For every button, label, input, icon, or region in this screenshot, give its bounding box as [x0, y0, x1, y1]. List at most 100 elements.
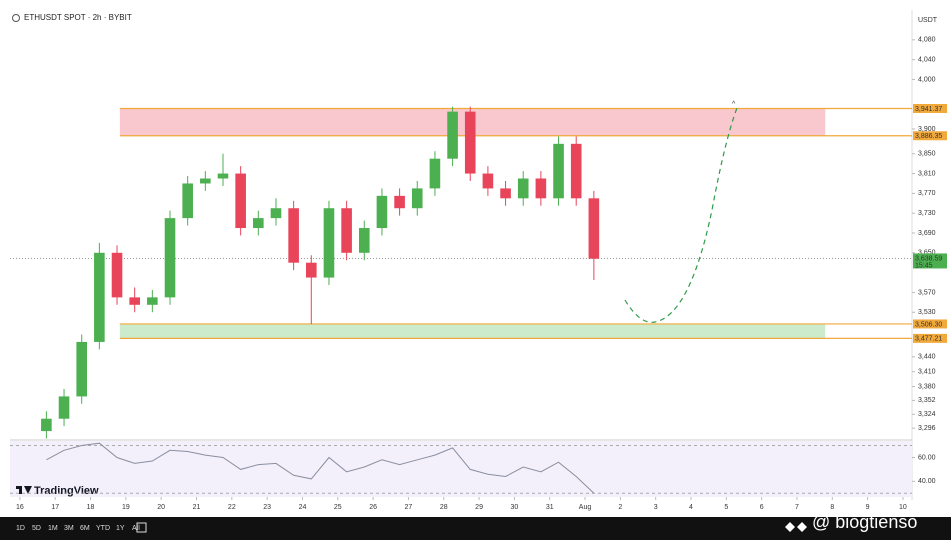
y-tick-label: 3,380	[918, 383, 936, 390]
level-label: 3,886.35	[915, 133, 942, 140]
y-tick-label: 4,080	[918, 37, 936, 44]
x-tick-label: 20	[157, 504, 165, 511]
logo: TradingView	[34, 485, 99, 497]
candle-body	[553, 143, 564, 199]
y-tick-label: 3,352	[918, 397, 936, 404]
candle-body	[358, 228, 370, 253]
candle-body	[500, 188, 511, 199]
x-tick-label: 29	[475, 504, 483, 511]
y-tick-label: 3,324	[918, 411, 936, 418]
candle-body	[323, 208, 335, 278]
candle-body	[588, 198, 600, 259]
x-tick-label: 5	[724, 504, 728, 511]
x-tick-label: 21	[193, 504, 201, 511]
x-tick-label: 26	[369, 504, 377, 511]
y-tick-label: 3,570	[918, 289, 936, 296]
x-tick-label: 2	[618, 504, 622, 511]
y-tick-label: 3,900	[918, 126, 936, 133]
logo-icon	[16, 486, 32, 494]
symbol-title: ETHUSDT SPOT · 2h · BYBIT	[24, 13, 132, 22]
x-tick-label: 18	[87, 504, 95, 511]
candle-body	[429, 158, 441, 189]
candle-body	[94, 252, 105, 342]
rsi-tick-label: 60.00	[918, 454, 936, 461]
candle-body	[464, 111, 476, 174]
projection-arrow: ^	[732, 101, 736, 108]
x-tick-label: 31	[546, 504, 554, 511]
projection-path	[624, 107, 738, 323]
x-tick-label: 19	[122, 504, 130, 511]
y-tick-label: 3,410	[918, 368, 936, 375]
y-tick-label: 4,040	[918, 56, 936, 63]
x-tick-label: 7	[795, 504, 799, 511]
candle-body	[235, 173, 246, 229]
candle-body	[288, 208, 299, 263]
toolbar-button[interactable]: 1M	[48, 525, 58, 532]
last-price-box	[913, 253, 947, 269]
calendar-icon[interactable]	[136, 522, 147, 533]
y-tick-label: 3,530	[918, 309, 936, 316]
last-price-label: 3,638.59	[915, 255, 942, 262]
y-tick-label: 3,770	[918, 190, 936, 197]
level-label-box	[913, 333, 947, 343]
watermark-icon	[785, 522, 807, 532]
currency: USDT	[918, 17, 938, 24]
candle-body	[58, 396, 70, 419]
toolbar-button[interactable]: All	[132, 525, 140, 532]
x-tick-label: Aug	[579, 504, 592, 511]
symbol-icon	[12, 14, 20, 22]
toolbar	[0, 517, 951, 540]
y-tick-label: 3,650	[918, 250, 936, 257]
toolbar-button[interactable]: 1Y	[116, 525, 125, 532]
x-tick-label: 17	[51, 504, 59, 511]
candle-body	[376, 195, 388, 229]
candle-body	[76, 341, 88, 397]
candle-body	[111, 252, 123, 298]
candle-body	[305, 262, 317, 278]
x-tick-label: 8	[830, 504, 834, 511]
rsi-tick-label: 40.00	[918, 478, 936, 485]
candle-body	[447, 111, 458, 159]
candle-body	[570, 143, 582, 199]
x-tick-label: 27	[405, 504, 413, 511]
rsi-line	[46, 442, 595, 494]
toolbar-button[interactable]: YTD	[96, 525, 110, 532]
candle-body	[394, 195, 405, 209]
rsi-pane	[10, 441, 912, 497]
y-tick-label: 4,000	[918, 76, 936, 83]
x-tick-label: 23	[263, 504, 271, 511]
y-tick-label: 3,296	[918, 425, 936, 432]
candle-body	[217, 173, 229, 179]
candle-body	[200, 178, 211, 184]
toolbar-button[interactable]: 1D	[16, 525, 25, 532]
y-tick-label: 3,690	[918, 230, 936, 237]
candle-body	[535, 178, 547, 199]
x-tick-label: 3	[654, 504, 658, 511]
level-label-box	[913, 319, 947, 329]
x-tick-label: 16	[16, 504, 24, 511]
toolbar-button[interactable]: 6M	[80, 525, 90, 532]
y-tick-label: 3,850	[918, 151, 936, 158]
x-tick-label: 25	[334, 504, 342, 511]
level-label-box	[913, 131, 947, 141]
candle-body	[341, 208, 352, 253]
y-tick-label: 3,730	[918, 210, 936, 217]
level-label: 3,477.21	[915, 336, 942, 343]
toolbar-button[interactable]: 3M	[64, 525, 74, 532]
candle-body	[411, 188, 423, 209]
x-tick-label: 4	[689, 504, 693, 511]
x-tick-label: 28	[440, 504, 448, 511]
candle-body	[147, 297, 158, 305]
candle-body	[270, 208, 282, 219]
candle-body	[41, 418, 52, 432]
candle-body	[517, 178, 529, 199]
watermark: @ biogtienso	[812, 512, 917, 532]
candle-body	[129, 297, 140, 305]
y-tick-label: 3,810	[918, 170, 936, 177]
y-tick-label: 3,440	[918, 354, 936, 361]
toolbar-button[interactable]: 5D	[32, 525, 41, 532]
candle-body	[482, 173, 494, 189]
x-tick-label: 9	[866, 504, 870, 511]
x-tick-label: 22	[228, 504, 236, 511]
